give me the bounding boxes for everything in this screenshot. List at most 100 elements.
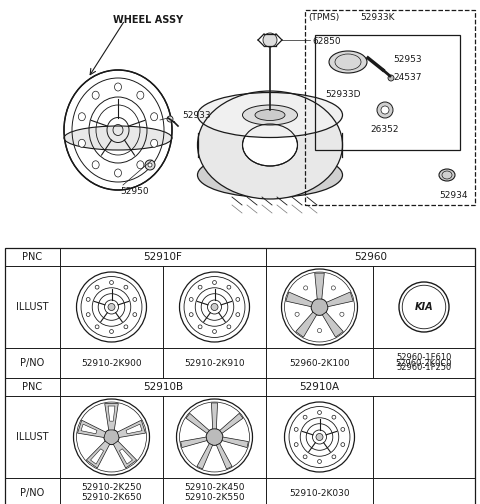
Ellipse shape	[115, 83, 121, 91]
Circle shape	[109, 330, 113, 334]
Circle shape	[377, 102, 393, 118]
Text: 52934: 52934	[439, 191, 468, 200]
Polygon shape	[326, 292, 353, 307]
Ellipse shape	[439, 169, 455, 181]
Text: KIA: KIA	[415, 302, 433, 312]
Text: P/NO: P/NO	[20, 358, 45, 368]
Polygon shape	[81, 424, 97, 434]
Text: 52910-2K650: 52910-2K650	[81, 493, 142, 502]
Text: 26352: 26352	[370, 125, 398, 134]
Text: 52910-2K450: 52910-2K450	[184, 483, 245, 492]
Text: (TPMS): (TPMS)	[308, 13, 339, 22]
Text: 52910-2K030: 52910-2K030	[289, 488, 350, 497]
Ellipse shape	[242, 124, 298, 166]
Circle shape	[263, 33, 277, 47]
Circle shape	[148, 163, 152, 167]
Circle shape	[133, 312, 137, 317]
Polygon shape	[296, 312, 317, 337]
Polygon shape	[78, 420, 106, 437]
Circle shape	[294, 443, 298, 447]
Polygon shape	[220, 413, 243, 433]
Circle shape	[104, 429, 119, 445]
Text: 62850: 62850	[312, 37, 341, 46]
Circle shape	[227, 325, 231, 329]
Text: 52950: 52950	[120, 187, 149, 196]
Bar	[315, 35, 460, 150]
Polygon shape	[86, 441, 109, 468]
Text: 52910B: 52910B	[143, 382, 183, 392]
Ellipse shape	[329, 51, 367, 73]
Polygon shape	[180, 437, 207, 448]
Text: ILLUST: ILLUST	[16, 302, 49, 312]
Circle shape	[108, 303, 115, 310]
Ellipse shape	[92, 91, 99, 99]
Circle shape	[316, 433, 323, 440]
Circle shape	[236, 297, 240, 301]
Circle shape	[317, 329, 322, 333]
Text: WHEEL ASSY: WHEEL ASSY	[113, 15, 183, 25]
Circle shape	[332, 455, 336, 459]
Polygon shape	[117, 420, 145, 437]
Polygon shape	[91, 449, 104, 464]
Text: P/NO: P/NO	[20, 488, 45, 498]
Ellipse shape	[197, 153, 343, 198]
Polygon shape	[286, 292, 312, 307]
Text: 52910A: 52910A	[300, 382, 339, 392]
Polygon shape	[216, 444, 232, 469]
Text: 24537: 24537	[393, 73, 421, 82]
Polygon shape	[113, 441, 137, 468]
Ellipse shape	[78, 113, 85, 121]
Circle shape	[381, 106, 389, 114]
Circle shape	[86, 312, 90, 317]
Polygon shape	[108, 406, 115, 421]
Text: ILLUST: ILLUST	[16, 432, 49, 442]
Ellipse shape	[197, 91, 343, 199]
Text: 52910F: 52910F	[144, 252, 182, 262]
Polygon shape	[186, 413, 209, 433]
Text: PNC: PNC	[23, 382, 43, 392]
Circle shape	[189, 312, 193, 317]
Circle shape	[303, 415, 307, 419]
Ellipse shape	[197, 93, 343, 138]
Circle shape	[167, 116, 173, 122]
Circle shape	[206, 428, 223, 446]
Circle shape	[236, 312, 240, 317]
Ellipse shape	[78, 139, 85, 147]
Circle shape	[318, 460, 322, 463]
Ellipse shape	[137, 91, 144, 99]
Polygon shape	[211, 403, 217, 429]
Circle shape	[303, 455, 307, 459]
Circle shape	[341, 443, 345, 447]
Text: 52960: 52960	[354, 252, 387, 262]
Circle shape	[86, 297, 90, 301]
Text: 52960-2K0C0: 52960-2K0C0	[396, 358, 452, 367]
Ellipse shape	[92, 161, 99, 169]
Circle shape	[213, 281, 216, 284]
Text: 52960-1F250: 52960-1F250	[396, 363, 452, 372]
Polygon shape	[315, 273, 324, 299]
Polygon shape	[120, 449, 132, 464]
Polygon shape	[105, 404, 118, 430]
Ellipse shape	[151, 113, 157, 121]
Circle shape	[95, 325, 99, 329]
Circle shape	[332, 415, 336, 419]
Text: 52910-2K910: 52910-2K910	[184, 358, 245, 367]
Circle shape	[145, 160, 155, 170]
Circle shape	[124, 285, 128, 289]
Ellipse shape	[151, 139, 157, 147]
Bar	[305, 10, 475, 205]
Polygon shape	[222, 437, 248, 448]
Bar	[5, 248, 475, 504]
Text: 52933K: 52933K	[360, 13, 395, 22]
Circle shape	[227, 285, 231, 289]
Polygon shape	[126, 424, 142, 434]
Circle shape	[211, 303, 218, 310]
Ellipse shape	[115, 169, 121, 177]
Text: PNC: PNC	[23, 252, 43, 262]
Circle shape	[340, 312, 344, 317]
Circle shape	[341, 427, 345, 431]
Ellipse shape	[242, 105, 298, 125]
Circle shape	[133, 297, 137, 301]
Polygon shape	[323, 312, 343, 337]
Text: 52960-1F610: 52960-1F610	[396, 353, 452, 362]
